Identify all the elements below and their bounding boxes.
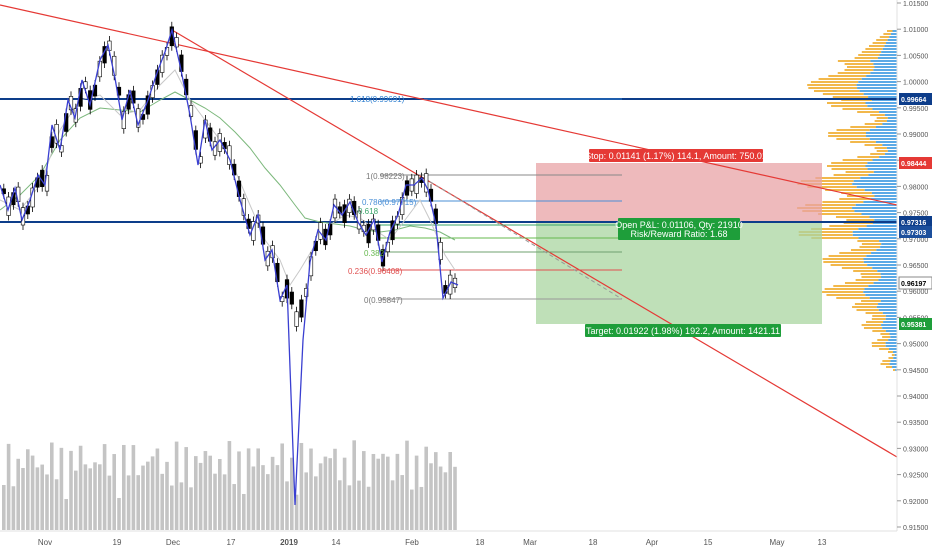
- price-tick-label: 0.95000: [903, 342, 928, 349]
- time-tick-label: 15: [704, 538, 713, 547]
- fib-level-label: 0.786(0.97715): [362, 198, 417, 207]
- fib-level-label: 1(0.98223): [366, 172, 405, 181]
- price-tick-label: 0.93000: [903, 446, 928, 453]
- svg-text:0.97303: 0.97303: [901, 230, 926, 237]
- stop-zone[interactable]: [536, 163, 822, 222]
- price-tick-label: 0.94500: [903, 368, 928, 375]
- time-tick-label: Feb: [405, 538, 419, 547]
- pnl-label[interactable]: Open P&L: 0.01106, Qty: 21910 Risk/Rewar…: [615, 218, 743, 240]
- time-tick-label: 13: [818, 538, 827, 547]
- time-axis[interactable]: [0, 531, 897, 550]
- price-tick-label: 0.91500: [903, 525, 928, 532]
- time-tick-label: May: [769, 538, 784, 547]
- target-label[interactable]: Target: 0.01922 (1.98%) 192.2, Amount: 1…: [585, 324, 781, 337]
- time-tick-label: 17: [227, 538, 236, 547]
- price-badge: 0.98444: [899, 157, 932, 169]
- svg-text:Target: 0.01922 (1.98%) 192.2,: Target: 0.01922 (1.98%) 192.2, Amount: 1…: [586, 326, 780, 336]
- price-badge: 0.97316: [899, 216, 932, 228]
- trendline-lower[interactable]: [171, 29, 898, 458]
- price-axis-ticks: 1.01500 1.01000 1.00500 1.00000 0.99500 0.990…: [897, 1, 928, 532]
- volume-bars: [2, 440, 457, 530]
- zigzag-indicator: [0, 27, 459, 506]
- time-axis-ticks: Nov 19 Dec 17 2019 14 Feb 18 Mar 18 Apr 15 May 13: [38, 538, 827, 547]
- price-badge: 0.97303: [899, 226, 932, 238]
- price-badge: 0.96197: [898, 276, 932, 290]
- time-tick-label: 2019: [280, 538, 298, 547]
- moving-average-slow: [0, 91, 456, 241]
- fib-level-label: 0(0.95847): [364, 296, 403, 305]
- trendline-upper[interactable]: [0, 4, 898, 206]
- fib-level-label: 1.618(0.99691): [350, 95, 405, 104]
- svg-text:0.99664: 0.99664: [901, 97, 926, 104]
- stop-label[interactable]: Stop: 0.01141 (1.17%) 114.1, Amount: 750…: [585, 149, 767, 162]
- price-tick-label: 0.92500: [903, 473, 928, 480]
- price-tick-label: 0.92000: [903, 499, 928, 506]
- price-tick-label: 0.99500: [903, 106, 928, 113]
- time-tick-label: 14: [332, 538, 341, 547]
- price-tick-label: 0.94000: [903, 394, 928, 401]
- fib-level-label: 0.236(0.96408): [348, 267, 403, 276]
- volume-profile: [797, 30, 897, 371]
- time-tick-label: 18: [476, 538, 485, 547]
- fib-labels: 1.618(0.99691)1(0.98223)0.786(0.97715)0.…: [348, 95, 417, 305]
- time-tick-label: 19: [113, 538, 122, 547]
- price-tick-label: 1.00500: [903, 53, 928, 60]
- time-tick-label: Apr: [646, 538, 659, 547]
- price-tick-label: 0.97000: [903, 237, 928, 244]
- svg-text:Open P&L: 0.01106, Qty: 21910: Open P&L: 0.01106, Qty: 21910: [615, 220, 742, 230]
- price-tick-label: 1.01500: [903, 1, 928, 8]
- price-tick-label: 1.00000: [903, 80, 928, 87]
- price-tick-label: 0.96500: [903, 263, 928, 270]
- svg-text:0.95381: 0.95381: [901, 322, 926, 329]
- price-badge: 0.95381: [899, 318, 932, 330]
- price-tick-label: 0.98000: [903, 184, 928, 191]
- svg-text:0.98444: 0.98444: [901, 161, 926, 168]
- price-tick-label: 1.01000: [903, 27, 928, 34]
- time-tick-label: Mar: [523, 538, 537, 547]
- fib-level-label: 0.618: [358, 207, 379, 216]
- price-tick-label: 0.99000: [903, 132, 928, 139]
- svg-text:0.97316: 0.97316: [901, 220, 926, 227]
- price-badges: 0.99664 0.98444 0.97316 0.97303 0.96197 0.953…: [898, 93, 932, 330]
- time-tick-label: 18: [589, 538, 598, 547]
- price-tick-label: 0.96000: [903, 289, 928, 296]
- price-tick-label: 0.97500: [903, 211, 928, 218]
- svg-text:Risk/Reward Ratio: 1.68: Risk/Reward Ratio: 1.68: [630, 229, 727, 239]
- time-tick-label: Dec: [166, 538, 180, 547]
- price-axis[interactable]: [897, 0, 932, 550]
- svg-text:0.96197: 0.96197: [901, 281, 926, 288]
- price-tick-label: 0.93500: [903, 420, 928, 427]
- time-tick-label: Nov: [38, 538, 52, 547]
- price-badge: 0.99664: [899, 93, 932, 105]
- fib-level-label: 0.382: [364, 249, 385, 258]
- svg-text:Stop: 0.01141 (1.17%) 114.1, A: Stop: 0.01141 (1.17%) 114.1, Amount: 750…: [585, 151, 767, 161]
